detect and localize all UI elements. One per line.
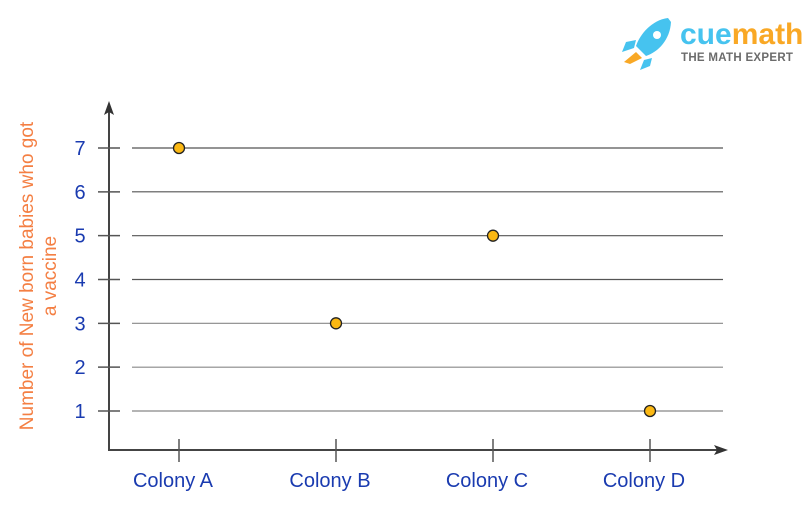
data-point-colony-d: [643, 404, 657, 418]
data-point-colony-a: [172, 141, 186, 155]
y-axis-label-line1: Number of New born babies who got: [17, 121, 38, 430]
x-tick-label: Colony A: [133, 470, 214, 492]
y-tick-label: 2: [74, 357, 85, 379]
y-tick-label: 1: [74, 401, 85, 423]
x-tick-label: Colony D: [603, 470, 685, 492]
logo-cue: cue: [680, 18, 732, 51]
cuemath-logo: cuemath THE MATH EXPERT: [622, 18, 802, 70]
x-axis-arrow-icon: [714, 445, 728, 455]
y-axis-arrow-icon: [104, 101, 114, 115]
logo-tagline: THE MATH EXPERT: [681, 52, 793, 64]
y-tick-label: 5: [74, 226, 85, 248]
logo-math: math: [732, 18, 802, 51]
svg-text:cuemath: cuemath: [680, 18, 802, 51]
rocket-icon: [622, 18, 671, 70]
y-tick-label: 7: [74, 138, 85, 160]
data-point-colony-b: [329, 317, 343, 330]
y-axis-label-line2: a vaccine: [40, 236, 61, 316]
axes: [104, 101, 728, 455]
y-tick-label: 6: [74, 182, 85, 204]
x-tick-label: Colony B: [289, 470, 370, 492]
x-tick-label: Colony C: [446, 470, 528, 492]
y-tick-label: 3: [74, 313, 85, 335]
y-tick-label: 4: [74, 270, 85, 292]
data-point-colony-c: [486, 229, 500, 242]
